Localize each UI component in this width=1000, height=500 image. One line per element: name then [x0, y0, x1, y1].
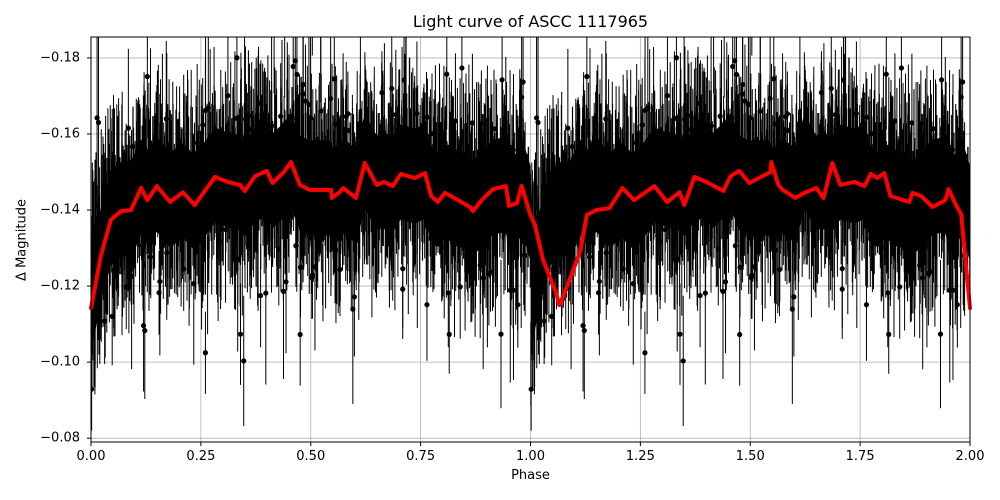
x-tick-label: 1.25 [625, 449, 655, 464]
y-tick-label: −0.16 [40, 126, 80, 142]
y-tick-label: −0.12 [40, 278, 80, 294]
x-tick-label: 1.75 [845, 449, 875, 464]
y-axis-label: Δ Magnitude [14, 199, 30, 281]
x-axis-label: Phase [511, 468, 550, 483]
y-tick-label: −0.14 [40, 202, 80, 218]
tick-marks [87, 57, 971, 446]
x-tick-label: 0.50 [296, 449, 326, 464]
x-tick-label: 2.00 [955, 449, 985, 464]
y-tick-label: −0.10 [40, 354, 80, 370]
x-tick-label: 0.75 [406, 449, 436, 464]
y-tick-label: −0.08 [40, 430, 80, 446]
x-tick-label: 1.00 [516, 449, 545, 464]
x-tick-label: 0.25 [186, 449, 216, 464]
model-curve [89, 160, 972, 311]
x-tick-label: 1.50 [735, 449, 765, 464]
x-tick-label: 0.00 [76, 449, 106, 464]
y-tick-label: −0.18 [40, 50, 80, 66]
chart-title: Light curve of ASCC 1117965 [412, 12, 649, 31]
